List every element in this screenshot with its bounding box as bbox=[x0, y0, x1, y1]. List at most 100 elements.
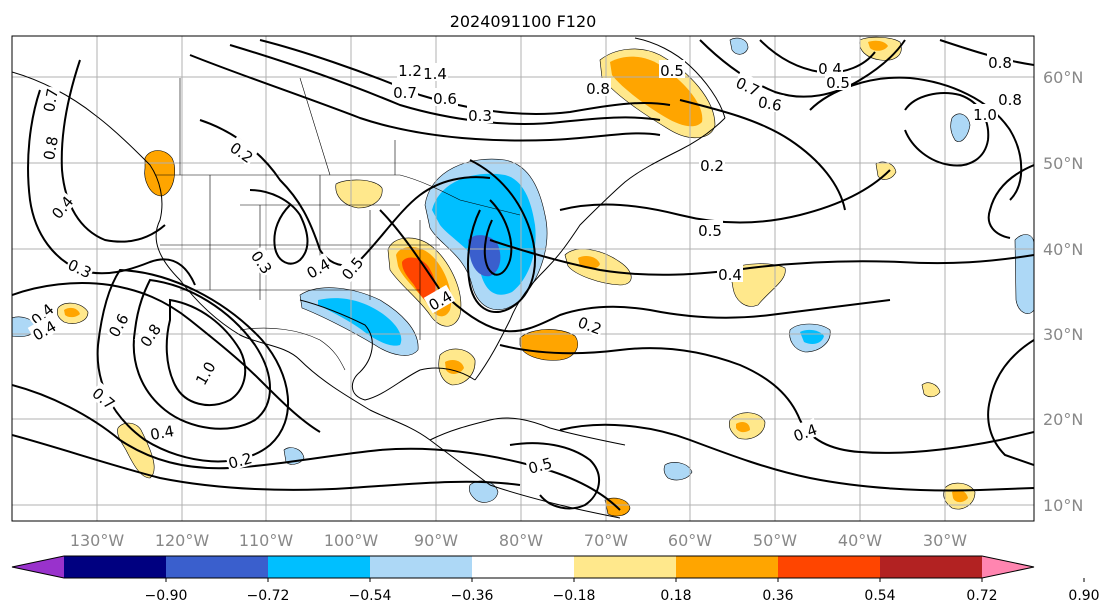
contour-label-bg bbox=[987, 52, 1013, 70]
negative-anomaly-core bbox=[800, 329, 824, 344]
contour-label-bg bbox=[226, 136, 259, 167]
contour-line bbox=[904, 92, 990, 167]
longitude-label: 110°W bbox=[239, 531, 294, 550]
longitude-label: 130°W bbox=[70, 531, 125, 550]
contour-label: 0.7 bbox=[392, 82, 418, 102]
longitude-labels: 130°W 120°W 110°W 100°W 90°W 80°W 70°W 60°W 50°W… bbox=[70, 531, 967, 550]
contour-label-text: 0.5 bbox=[698, 222, 722, 240]
contour-label-text: 1.0 bbox=[973, 106, 997, 124]
contour-label: 0.7 bbox=[37, 85, 62, 115]
contour-label-bg bbox=[37, 85, 61, 115]
colorbar-segment bbox=[370, 556, 473, 578]
longitude-label: 120°W bbox=[155, 531, 210, 550]
contour-label-bg bbox=[64, 253, 97, 281]
contour-label: 1.2 bbox=[397, 60, 423, 80]
us-mexico-border bbox=[239, 327, 346, 371]
contour-label-bg bbox=[224, 446, 255, 472]
contour-label: 0.2 bbox=[224, 446, 255, 473]
contour-line bbox=[132, 278, 271, 430]
latitude-label: 50°N bbox=[1043, 154, 1083, 173]
positive-anomaly-region bbox=[117, 422, 155, 479]
contour-label-bg bbox=[585, 78, 611, 96]
positive-anomaly-region bbox=[335, 179, 383, 209]
contour-label-bg bbox=[27, 314, 60, 344]
caribbean-coastline bbox=[429, 417, 626, 446]
contour-label: 0.6 bbox=[755, 90, 785, 115]
contour-line bbox=[489, 239, 1034, 276]
contour-label: 0.5 bbox=[659, 60, 685, 80]
contour-line bbox=[467, 159, 536, 314]
contour-line bbox=[483, 199, 513, 276]
contour-label-bg bbox=[301, 252, 334, 282]
contour-line bbox=[165, 298, 247, 406]
contour-line bbox=[199, 119, 491, 267]
contour-label: 0.5 bbox=[697, 220, 723, 240]
longitude-label: 40°W bbox=[838, 531, 882, 550]
pacific-coastline bbox=[12, 71, 491, 486]
contour-label-bg bbox=[659, 60, 685, 78]
positive-anomaly-mid bbox=[952, 490, 968, 503]
colorbar-segment bbox=[778, 556, 881, 578]
contour-label: 1.4 bbox=[422, 63, 448, 83]
contour-label-text: 1.4 bbox=[423, 65, 447, 83]
contour-line bbox=[189, 54, 661, 142]
longitude-label: 90°W bbox=[414, 531, 458, 550]
longitude-label: 30°W bbox=[923, 531, 967, 550]
latitude-label: 20°N bbox=[1043, 410, 1083, 429]
contour-label-bg bbox=[134, 318, 165, 351]
colorbar-segment bbox=[676, 556, 779, 578]
positive-anomaly-region bbox=[144, 150, 175, 197]
map-content: 1.2 1.40.7 0.60.30.80.50.70.60.40.50.80.81… bbox=[12, 36, 1034, 521]
atlantic-coastline bbox=[474, 117, 726, 381]
positive-anomaly-mid bbox=[610, 56, 703, 127]
contour-label-bg bbox=[732, 71, 765, 99]
contour-label-text: 0.3 bbox=[468, 107, 492, 125]
contour-label-text: 0.2 bbox=[226, 449, 254, 473]
contour-label-text: 0.8 bbox=[586, 80, 610, 98]
contour-label: 1.0 bbox=[972, 104, 998, 124]
contour-line bbox=[679, 99, 846, 211]
contour-label-text: 0.2 bbox=[700, 157, 724, 175]
contour-label: 0.5 bbox=[825, 72, 851, 92]
contour-label-text: 0.6 bbox=[757, 93, 784, 115]
contour-label-bg bbox=[817, 58, 843, 76]
colorbar-tick-label: −0.36 bbox=[451, 588, 494, 604]
colorbar-extend-min bbox=[12, 556, 64, 578]
contour-label-bg bbox=[575, 311, 606, 337]
latitude-label: 60°N bbox=[1043, 68, 1083, 87]
colorbar-tick-label: 0.54 bbox=[864, 588, 895, 604]
contour-label-text: 0.7 bbox=[40, 87, 62, 114]
contour-label-bg bbox=[524, 451, 555, 477]
colorbar-tick-label: −0.18 bbox=[553, 588, 596, 604]
contour-line bbox=[939, 39, 1034, 66]
negative-anomaly-core bbox=[432, 173, 536, 295]
latitude-labels: 60°N 50°N 40°N 30°N 20°N 10°N bbox=[1043, 68, 1083, 515]
contour-lines bbox=[12, 39, 1034, 511]
labrador-coastline bbox=[634, 37, 726, 119]
contour-line bbox=[229, 44, 661, 126]
colorbar-tick-label: 0.36 bbox=[762, 588, 793, 604]
contour-line bbox=[499, 344, 1034, 454]
longitude-label: 60°W bbox=[668, 531, 712, 550]
contour-line bbox=[249, 189, 309, 265]
contour-line bbox=[987, 164, 1034, 239]
contour-label-bg bbox=[423, 284, 456, 314]
contour-label: 0.7 bbox=[732, 71, 765, 100]
contour-label-bg bbox=[789, 418, 820, 444]
contour-label-bg bbox=[697, 220, 723, 238]
contour-label-text: 0.8 bbox=[988, 54, 1012, 72]
positive-anomaly-mid bbox=[736, 422, 750, 433]
colorbar-segment bbox=[64, 556, 167, 578]
colorbar-tick-label: −0.54 bbox=[349, 588, 392, 604]
colorbar: −0.90 −0.72 −0.54 −0.36 −0.18 0.18 0.36 0.54 0.7… bbox=[11, 555, 1100, 604]
contour-line bbox=[559, 169, 891, 224]
contour-label: 0.4 bbox=[147, 419, 177, 444]
strong-positive-anomaly bbox=[402, 257, 437, 303]
contour-label-text: 0.5 bbox=[660, 62, 684, 80]
contour-label-bg bbox=[392, 82, 418, 100]
contour-label-bg bbox=[825, 72, 851, 90]
latitude-label: 30°N bbox=[1043, 325, 1083, 344]
contour-line bbox=[987, 339, 1034, 466]
contour-label-bg bbox=[25, 297, 58, 329]
